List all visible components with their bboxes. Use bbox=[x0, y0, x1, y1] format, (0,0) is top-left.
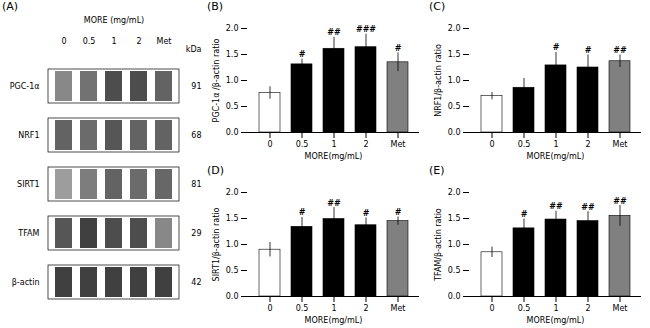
svg-text:68: 68 bbox=[191, 131, 201, 140]
svg-text:0.0: 0.0 bbox=[226, 128, 239, 137]
svg-text:0.5: 0.5 bbox=[518, 140, 531, 149]
svg-text:##: ## bbox=[581, 203, 595, 212]
html-text:(E): (E) bbox=[429, 164, 445, 177]
svg-text:TFAM/β-actin ratio: TFAM/β-actin ratio bbox=[434, 208, 443, 282]
svg-text:##: ## bbox=[327, 28, 341, 37]
svg-text:MORE(mg/mL): MORE(mg/mL) bbox=[305, 316, 363, 325]
svg-text:##: ## bbox=[613, 197, 627, 206]
svg-text:0.5: 0.5 bbox=[83, 37, 96, 46]
svg-text:##: ## bbox=[327, 199, 341, 208]
svg-text:1.5: 1.5 bbox=[226, 214, 239, 223]
svg-text:##: ## bbox=[549, 202, 563, 211]
svg-text:0.5: 0.5 bbox=[296, 140, 309, 149]
svg-text:#: # bbox=[521, 210, 528, 219]
svg-text:0.0: 0.0 bbox=[448, 128, 461, 137]
svg-text:#: # bbox=[585, 46, 592, 55]
svg-text:0.0: 0.0 bbox=[448, 292, 461, 301]
svg-text:#: # bbox=[363, 209, 370, 218]
html-text:(C): (C) bbox=[429, 0, 446, 13]
svg-text:Met: Met bbox=[391, 140, 406, 149]
svg-text:1.5: 1.5 bbox=[226, 50, 239, 59]
svg-text:MORE(mg/mL): MORE(mg/mL) bbox=[305, 152, 363, 161]
svg-text:MORE (mg/mL): MORE (mg/mL) bbox=[84, 16, 144, 25]
svg-text:#: # bbox=[395, 208, 402, 217]
svg-text:0.5: 0.5 bbox=[448, 102, 461, 111]
svg-text:1.0: 1.0 bbox=[448, 76, 461, 85]
svg-text:2.0: 2.0 bbox=[448, 24, 461, 33]
svg-text:Met: Met bbox=[391, 304, 406, 313]
svg-text:0: 0 bbox=[267, 304, 272, 313]
svg-text:PGC-1α: PGC-1α bbox=[10, 82, 40, 91]
svg-text:2: 2 bbox=[585, 140, 590, 149]
svg-text:0: 0 bbox=[489, 140, 494, 149]
svg-text:2.0: 2.0 bbox=[448, 188, 461, 197]
svg-text:0.5: 0.5 bbox=[226, 102, 239, 111]
svg-text:β-actin: β-actin bbox=[12, 278, 40, 287]
svg-text:0: 0 bbox=[267, 140, 272, 149]
svg-text:#: # bbox=[299, 50, 306, 59]
svg-text:81: 81 bbox=[191, 180, 201, 189]
svg-text:0.5: 0.5 bbox=[518, 304, 531, 313]
svg-text:1.0: 1.0 bbox=[226, 240, 239, 249]
svg-text:Met: Met bbox=[613, 304, 628, 313]
svg-text:1: 1 bbox=[331, 140, 336, 149]
svg-text:SIRT1/β-actin ratio: SIRT1/β-actin ratio bbox=[212, 207, 221, 281]
svg-text:0: 0 bbox=[489, 304, 494, 313]
svg-text:Met: Met bbox=[613, 140, 628, 149]
svg-text:##: ## bbox=[613, 46, 627, 55]
svg-text:1: 1 bbox=[553, 140, 558, 149]
svg-text:#: # bbox=[395, 44, 402, 53]
svg-text:2.0: 2.0 bbox=[226, 24, 239, 33]
svg-text:#: # bbox=[299, 208, 306, 217]
svg-text:Met: Met bbox=[157, 37, 172, 46]
svg-text:2: 2 bbox=[585, 304, 590, 313]
svg-text:0.5: 0.5 bbox=[226, 266, 239, 275]
svg-text:0.5: 0.5 bbox=[448, 266, 461, 275]
svg-text:1.0: 1.0 bbox=[226, 76, 239, 85]
svg-text:#: # bbox=[553, 43, 560, 52]
svg-text:1: 1 bbox=[111, 37, 116, 46]
svg-text:SIRT1: SIRT1 bbox=[17, 180, 39, 189]
svg-text:29: 29 bbox=[191, 229, 201, 238]
svg-text:###: ### bbox=[356, 25, 376, 34]
svg-text:PGC-1α /β-actin ratio: PGC-1α /β-actin ratio bbox=[212, 38, 221, 122]
svg-text:1.5: 1.5 bbox=[448, 214, 461, 223]
svg-text:kDa: kDa bbox=[186, 45, 202, 54]
html-text:(A): (A) bbox=[2, 0, 19, 13]
svg-text:91: 91 bbox=[191, 82, 201, 91]
svg-text:TFAM: TFAM bbox=[17, 229, 39, 238]
svg-text:NRF1/β-actin ratio: NRF1/β-actin ratio bbox=[434, 44, 443, 117]
svg-text:42: 42 bbox=[191, 278, 201, 287]
html-text:(D): (D) bbox=[207, 164, 225, 177]
svg-text:0.0: 0.0 bbox=[226, 292, 239, 301]
svg-text:2: 2 bbox=[363, 140, 368, 149]
svg-text:MORE(mg/mL): MORE(mg/mL) bbox=[527, 316, 585, 325]
svg-text:2: 2 bbox=[363, 304, 368, 313]
svg-text:1.5: 1.5 bbox=[448, 50, 461, 59]
svg-text:0.5: 0.5 bbox=[296, 304, 309, 313]
svg-text:1: 1 bbox=[553, 304, 558, 313]
svg-text:2.0: 2.0 bbox=[226, 188, 239, 197]
svg-text:1: 1 bbox=[331, 304, 336, 313]
svg-text:1.0: 1.0 bbox=[448, 240, 461, 249]
svg-text:2: 2 bbox=[136, 37, 141, 46]
html-text:(B): (B) bbox=[207, 0, 224, 13]
svg-text:NRF1: NRF1 bbox=[18, 131, 39, 140]
svg-text:0: 0 bbox=[61, 37, 66, 46]
svg-text:MORE(mg/mL): MORE(mg/mL) bbox=[527, 152, 585, 161]
